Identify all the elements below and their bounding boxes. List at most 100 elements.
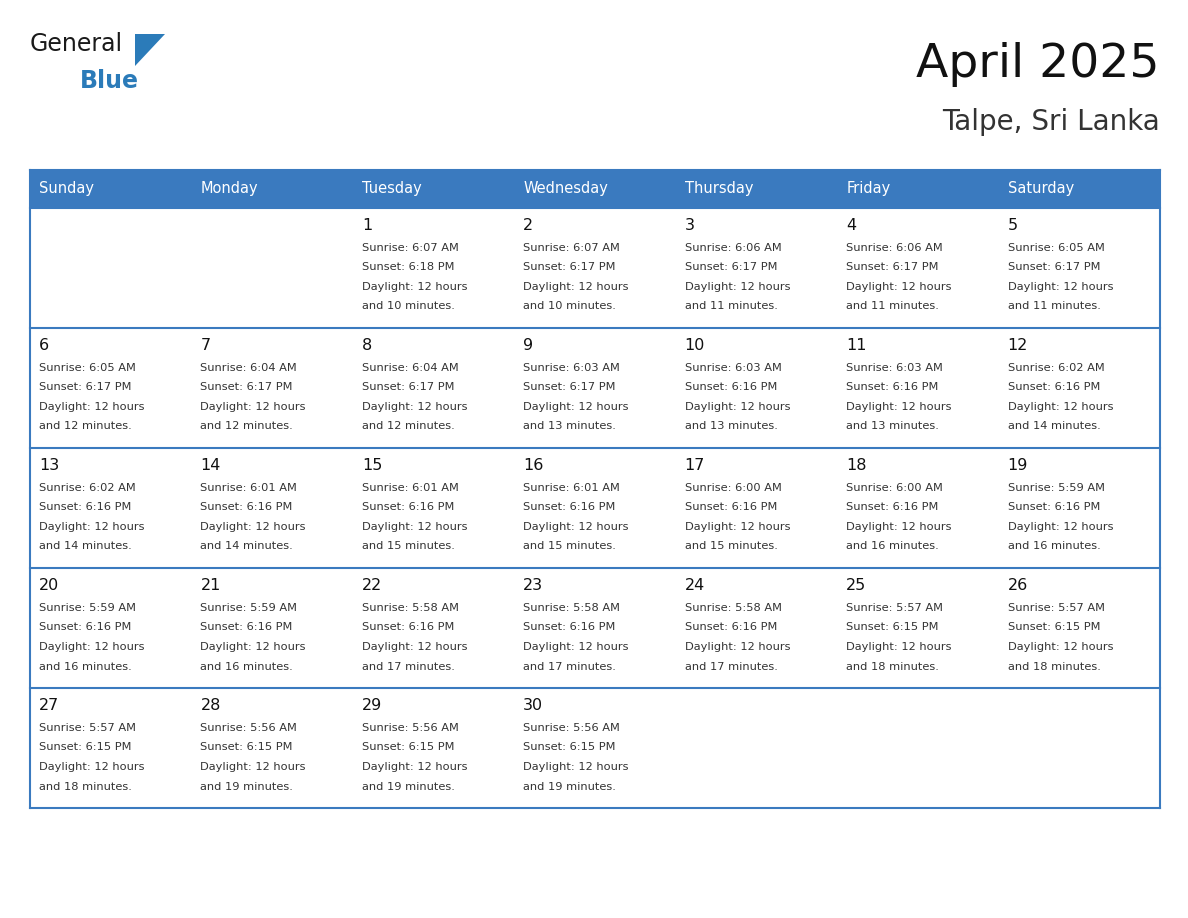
Text: 16: 16 bbox=[523, 458, 544, 473]
Text: Daylight: 12 hours: Daylight: 12 hours bbox=[39, 402, 145, 412]
Text: and 16 minutes.: and 16 minutes. bbox=[201, 662, 293, 671]
Bar bbox=[30, 328, 1159, 448]
Text: Daylight: 12 hours: Daylight: 12 hours bbox=[201, 762, 307, 772]
Text: and 10 minutes.: and 10 minutes. bbox=[523, 301, 617, 311]
Text: 14: 14 bbox=[201, 458, 221, 473]
Text: Daylight: 12 hours: Daylight: 12 hours bbox=[39, 642, 145, 652]
Text: Sunrise: 5:59 AM: Sunrise: 5:59 AM bbox=[39, 603, 135, 613]
Text: Daylight: 12 hours: Daylight: 12 hours bbox=[1007, 282, 1113, 292]
Text: 12: 12 bbox=[1007, 338, 1028, 353]
Text: 17: 17 bbox=[684, 458, 706, 473]
Text: Sunrise: 6:06 AM: Sunrise: 6:06 AM bbox=[684, 243, 782, 253]
Bar bbox=[30, 568, 1159, 688]
Text: Daylight: 12 hours: Daylight: 12 hours bbox=[523, 282, 628, 292]
Text: and 16 minutes.: and 16 minutes. bbox=[1007, 542, 1100, 552]
Text: Sunrise: 6:03 AM: Sunrise: 6:03 AM bbox=[846, 363, 943, 373]
Text: and 15 minutes.: and 15 minutes. bbox=[362, 542, 455, 552]
Text: and 15 minutes.: and 15 minutes. bbox=[523, 542, 617, 552]
Text: Sunset: 6:17 PM: Sunset: 6:17 PM bbox=[362, 383, 454, 393]
Text: 24: 24 bbox=[684, 578, 704, 593]
Text: 28: 28 bbox=[201, 698, 221, 713]
Text: 10: 10 bbox=[684, 338, 706, 353]
Text: 7: 7 bbox=[201, 338, 210, 353]
Text: Sunrise: 6:07 AM: Sunrise: 6:07 AM bbox=[362, 243, 459, 253]
Text: 21: 21 bbox=[201, 578, 221, 593]
Text: Sunrise: 6:01 AM: Sunrise: 6:01 AM bbox=[201, 483, 297, 493]
Text: and 13 minutes.: and 13 minutes. bbox=[684, 421, 778, 431]
Text: Daylight: 12 hours: Daylight: 12 hours bbox=[846, 282, 952, 292]
Text: Sunrise: 6:02 AM: Sunrise: 6:02 AM bbox=[1007, 363, 1105, 373]
Text: Sunset: 6:17 PM: Sunset: 6:17 PM bbox=[523, 383, 615, 393]
Text: Daylight: 12 hours: Daylight: 12 hours bbox=[1007, 402, 1113, 412]
Text: Sunset: 6:17 PM: Sunset: 6:17 PM bbox=[201, 383, 293, 393]
Text: Sunrise: 6:00 AM: Sunrise: 6:00 AM bbox=[684, 483, 782, 493]
Text: Sunrise: 5:59 AM: Sunrise: 5:59 AM bbox=[201, 603, 297, 613]
Text: 5: 5 bbox=[1007, 218, 1018, 233]
Text: 13: 13 bbox=[39, 458, 59, 473]
Text: Sunrise: 6:05 AM: Sunrise: 6:05 AM bbox=[39, 363, 135, 373]
Text: and 13 minutes.: and 13 minutes. bbox=[846, 421, 939, 431]
Text: Saturday: Saturday bbox=[1007, 182, 1074, 196]
Text: and 16 minutes.: and 16 minutes. bbox=[39, 662, 132, 671]
Text: Daylight: 12 hours: Daylight: 12 hours bbox=[523, 522, 628, 532]
Text: Sunset: 6:17 PM: Sunset: 6:17 PM bbox=[846, 263, 939, 273]
Text: and 14 minutes.: and 14 minutes. bbox=[1007, 421, 1100, 431]
Text: Thursday: Thursday bbox=[684, 182, 753, 196]
Text: Daylight: 12 hours: Daylight: 12 hours bbox=[1007, 642, 1113, 652]
Text: and 16 minutes.: and 16 minutes. bbox=[846, 542, 939, 552]
Text: 11: 11 bbox=[846, 338, 866, 353]
Text: and 19 minutes.: and 19 minutes. bbox=[201, 781, 293, 791]
Text: Daylight: 12 hours: Daylight: 12 hours bbox=[201, 642, 307, 652]
Text: Sunrise: 6:05 AM: Sunrise: 6:05 AM bbox=[1007, 243, 1105, 253]
Text: Sunset: 6:16 PM: Sunset: 6:16 PM bbox=[39, 502, 132, 512]
Text: and 18 minutes.: and 18 minutes. bbox=[846, 662, 939, 671]
Text: Blue: Blue bbox=[80, 69, 139, 93]
Text: Sunset: 6:16 PM: Sunset: 6:16 PM bbox=[523, 502, 615, 512]
Text: 8: 8 bbox=[362, 338, 372, 353]
Text: 2: 2 bbox=[523, 218, 533, 233]
Text: Sunset: 6:17 PM: Sunset: 6:17 PM bbox=[1007, 263, 1100, 273]
Text: Sunset: 6:15 PM: Sunset: 6:15 PM bbox=[523, 743, 615, 753]
Text: Daylight: 12 hours: Daylight: 12 hours bbox=[39, 762, 145, 772]
Text: Sunrise: 6:04 AM: Sunrise: 6:04 AM bbox=[362, 363, 459, 373]
Text: Sunset: 6:16 PM: Sunset: 6:16 PM bbox=[684, 622, 777, 633]
Text: 22: 22 bbox=[362, 578, 383, 593]
Text: Sunset: 6:15 PM: Sunset: 6:15 PM bbox=[39, 743, 132, 753]
Text: Sunrise: 5:57 AM: Sunrise: 5:57 AM bbox=[1007, 603, 1105, 613]
Text: Daylight: 12 hours: Daylight: 12 hours bbox=[846, 642, 952, 652]
Text: Monday: Monday bbox=[201, 182, 258, 196]
Text: Sunset: 6:16 PM: Sunset: 6:16 PM bbox=[201, 622, 292, 633]
Text: 6: 6 bbox=[39, 338, 49, 353]
Text: Sunset: 6:16 PM: Sunset: 6:16 PM bbox=[684, 383, 777, 393]
Text: Sunset: 6:16 PM: Sunset: 6:16 PM bbox=[362, 622, 454, 633]
Text: and 15 minutes.: and 15 minutes. bbox=[684, 542, 778, 552]
Text: and 11 minutes.: and 11 minutes. bbox=[1007, 301, 1100, 311]
Text: Sunrise: 6:03 AM: Sunrise: 6:03 AM bbox=[684, 363, 782, 373]
Text: and 11 minutes.: and 11 minutes. bbox=[684, 301, 778, 311]
Text: 15: 15 bbox=[362, 458, 383, 473]
Text: Sunset: 6:16 PM: Sunset: 6:16 PM bbox=[846, 383, 939, 393]
Text: Sunrise: 6:01 AM: Sunrise: 6:01 AM bbox=[362, 483, 459, 493]
Text: and 19 minutes.: and 19 minutes. bbox=[362, 781, 455, 791]
Text: Sunset: 6:15 PM: Sunset: 6:15 PM bbox=[201, 743, 293, 753]
Text: Sunset: 6:16 PM: Sunset: 6:16 PM bbox=[39, 622, 132, 633]
Text: Sunset: 6:16 PM: Sunset: 6:16 PM bbox=[362, 502, 454, 512]
Text: Sunrise: 6:04 AM: Sunrise: 6:04 AM bbox=[201, 363, 297, 373]
Text: and 11 minutes.: and 11 minutes. bbox=[846, 301, 939, 311]
Text: Sunset: 6:16 PM: Sunset: 6:16 PM bbox=[201, 502, 292, 512]
Text: Sunrise: 6:00 AM: Sunrise: 6:00 AM bbox=[846, 483, 943, 493]
Bar bbox=[30, 170, 1159, 208]
Text: Sunset: 6:15 PM: Sunset: 6:15 PM bbox=[846, 622, 939, 633]
Text: Sunset: 6:18 PM: Sunset: 6:18 PM bbox=[362, 263, 454, 273]
Text: Daylight: 12 hours: Daylight: 12 hours bbox=[523, 642, 628, 652]
Text: Sunset: 6:15 PM: Sunset: 6:15 PM bbox=[1007, 622, 1100, 633]
Text: Sunrise: 6:01 AM: Sunrise: 6:01 AM bbox=[523, 483, 620, 493]
Text: General: General bbox=[30, 32, 124, 56]
Text: 23: 23 bbox=[523, 578, 543, 593]
Text: Sunset: 6:17 PM: Sunset: 6:17 PM bbox=[523, 263, 615, 273]
Text: Daylight: 12 hours: Daylight: 12 hours bbox=[362, 522, 467, 532]
Text: and 12 minutes.: and 12 minutes. bbox=[201, 421, 293, 431]
Text: and 10 minutes.: and 10 minutes. bbox=[362, 301, 455, 311]
Text: Daylight: 12 hours: Daylight: 12 hours bbox=[846, 522, 952, 532]
Text: Daylight: 12 hours: Daylight: 12 hours bbox=[201, 522, 307, 532]
